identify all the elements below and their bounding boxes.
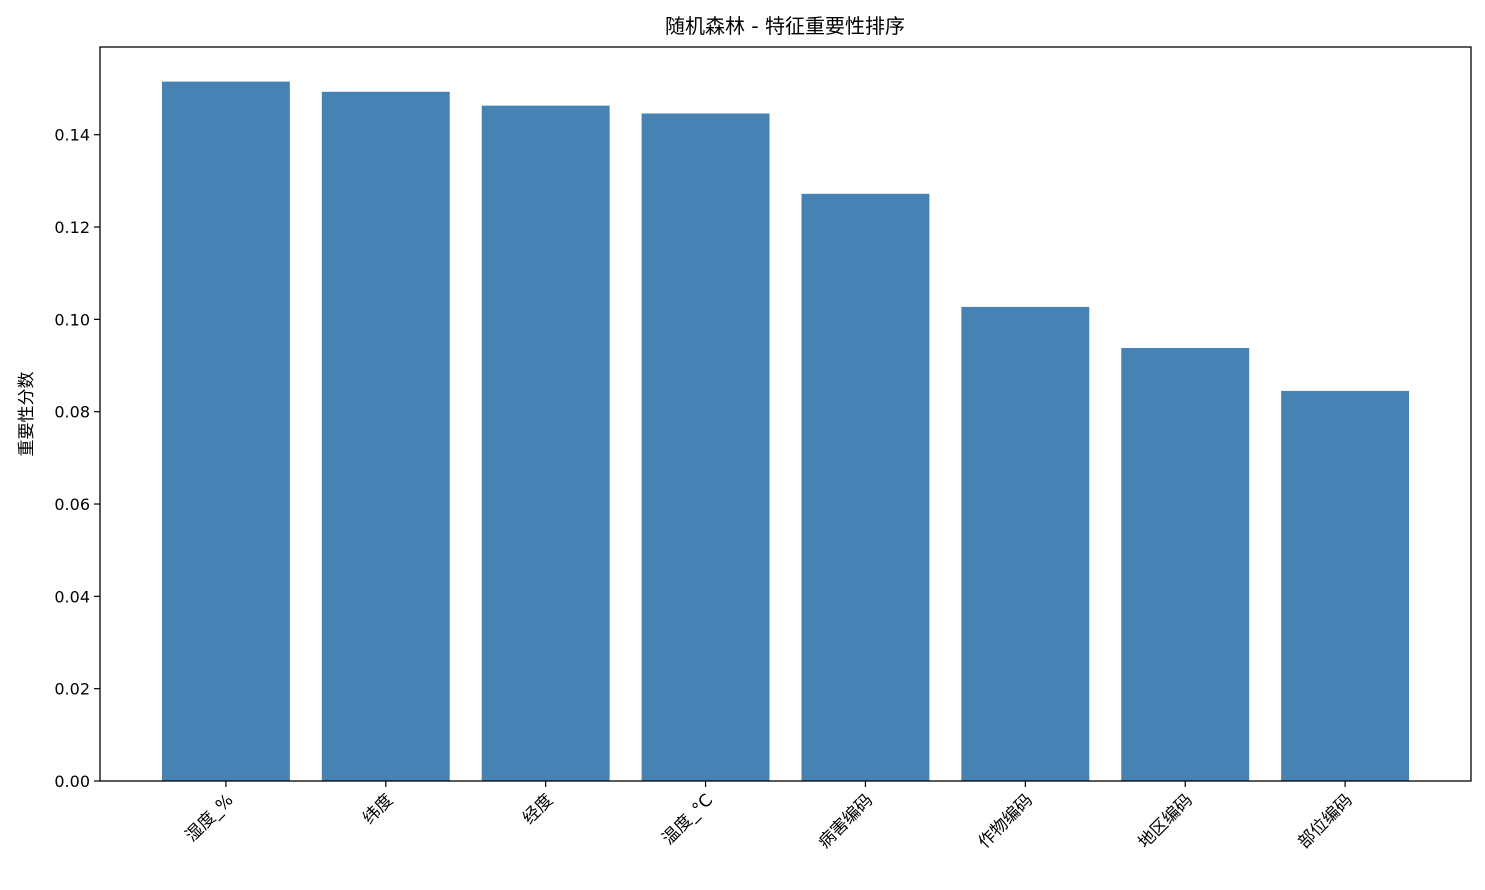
- y-tick-label: 0.10: [54, 310, 90, 329]
- x-tick-label: 湿度_%: [182, 790, 238, 846]
- y-tick-label: 0.04: [54, 587, 90, 606]
- x-tick-label: 部位编码: [1294, 790, 1356, 852]
- y-tick-label: 0.12: [54, 218, 90, 237]
- chart-title: 随机森林 - 特征重要性排序: [665, 14, 905, 38]
- y-tick-label: 0.08: [54, 403, 90, 422]
- bar: [641, 113, 770, 782]
- y-tick-label: 0.14: [54, 126, 90, 145]
- y-tick-label: 0.00: [54, 772, 90, 791]
- bar: [1121, 347, 1250, 781]
- x-tick-label: 病害编码: [815, 790, 877, 852]
- bar: [321, 91, 450, 781]
- y-axis-label: 重要性分数: [17, 372, 37, 457]
- x-tick-label: 纬度: [359, 790, 397, 828]
- y-tick-label: 0.06: [54, 495, 90, 514]
- bar: [1281, 390, 1410, 781]
- x-tick-label: 温度_°C: [658, 790, 717, 849]
- bar: [801, 193, 930, 782]
- bar: [481, 105, 610, 781]
- y-tick-label: 0.02: [54, 680, 90, 699]
- x-tick-label: 地区编码: [1135, 790, 1197, 852]
- bar: [161, 81, 290, 782]
- bar: [961, 306, 1090, 781]
- plot-frame: [99, 46, 1472, 782]
- x-tick-label: 经度: [519, 790, 557, 828]
- x-tick-label: 作物编码: [975, 790, 1037, 852]
